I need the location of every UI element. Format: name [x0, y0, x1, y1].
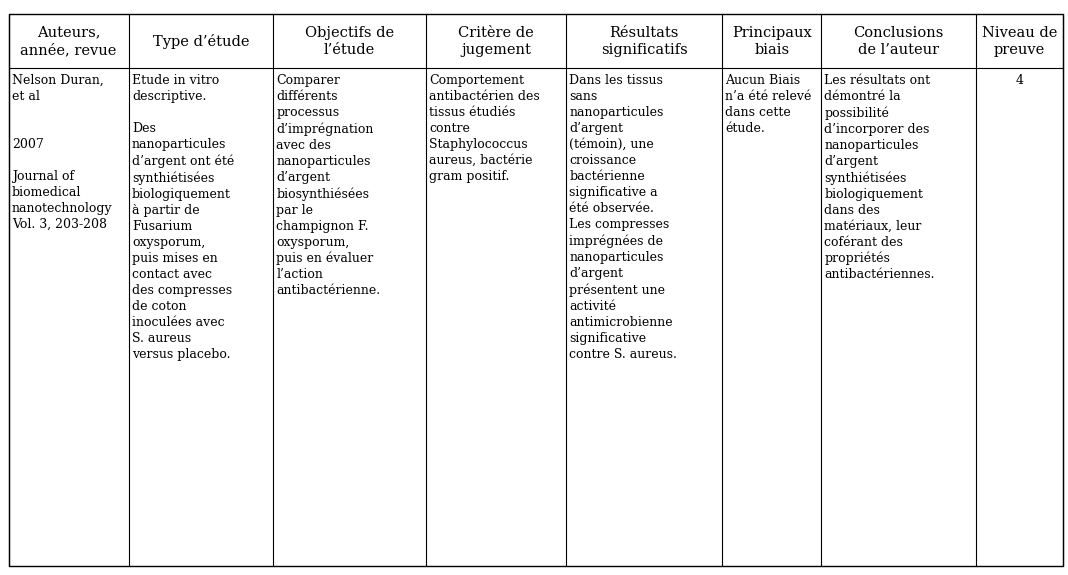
Text: Etude in vitro
descriptive.

Des
nanoparticules
d’argent ont été
synthiétisées
b: Etude in vitro descriptive. Des nanopart… [132, 74, 234, 361]
Text: Auteurs,
année, revue: Auteurs, année, revue [20, 26, 116, 57]
Text: Niveau de
preuve: Niveau de preuve [981, 26, 1057, 57]
Text: Critère de
jugement: Critère de jugement [458, 26, 534, 57]
Text: Conclusions
de l’auteur: Conclusions de l’auteur [853, 26, 944, 57]
Text: 4: 4 [1016, 74, 1023, 87]
Text: Aucun Biais
n’a été relevé
dans cette
étude.: Aucun Biais n’a été relevé dans cette ét… [725, 74, 812, 135]
Text: Résultats
significatifs: Résultats significatifs [601, 26, 688, 57]
Text: Principaux
biais: Principaux biais [732, 26, 812, 57]
Text: Comparer
différents
processus
d’imprégnation
avec des
nanoparticules
d’argent
bi: Comparer différents processus d’imprégna… [277, 74, 380, 297]
Text: Type d’étude: Type d’étude [153, 34, 249, 49]
Text: Objectifs de
l’étude: Objectifs de l’étude [305, 26, 394, 57]
Text: Comportement
antibactérien des
tissus étudiés
contre
Staphylococcus
aureus, bact: Comportement antibactérien des tissus ét… [429, 74, 540, 183]
Text: Dans les tissus
sans
nanoparticules
d’argent
(témoin), une
croissance
bactérienn: Dans les tissus sans nanoparticules d’ar… [569, 74, 677, 361]
Text: Nelson Duran,
et al


2007

Journal of
biomedical
nanotechnology
Vol. 3, 203-208: Nelson Duran, et al 2007 Journal of biom… [12, 74, 112, 231]
Text: Les résultats ont
démontré la
possibilité
d’incorporer des
nanoparticules
d’arge: Les résultats ont démontré la possibilit… [824, 74, 934, 281]
